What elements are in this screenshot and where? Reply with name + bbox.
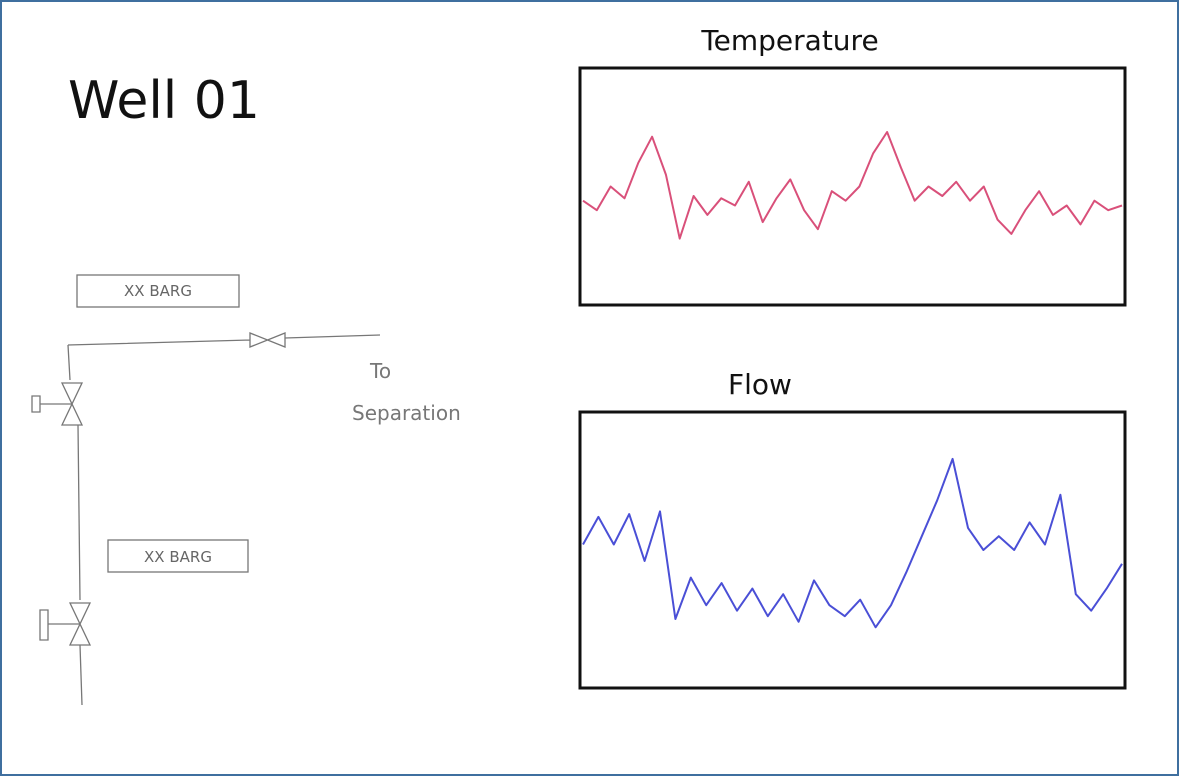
page-title: Well 01	[68, 71, 260, 131]
pipe-diagram: XX BARG XX BARG To Separation	[31, 274, 461, 706]
chart-frame	[578, 410, 1127, 690]
valve	[39, 602, 92, 706]
gauge-label: XX BARG	[124, 282, 192, 300]
gauge-label: XX BARG	[144, 548, 212, 566]
valve	[31, 382, 84, 601]
pipe	[67, 332, 381, 381]
charts: Temperature Flow	[578, 24, 1127, 690]
gauge-box	[76, 274, 240, 308]
gauge-box	[107, 539, 249, 573]
destination-label: To	[369, 359, 391, 383]
chart-title: Flow	[728, 368, 792, 401]
data-line	[582, 457, 1123, 629]
chart-title: Temperature	[700, 24, 878, 57]
chart-frame	[578, 66, 1127, 307]
destination-label: Separation	[352, 401, 461, 425]
data-line	[582, 131, 1123, 240]
